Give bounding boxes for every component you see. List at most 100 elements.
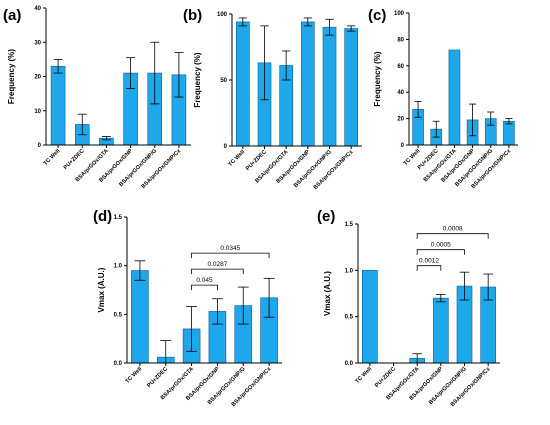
y-axis-label: Frequency (%) [7,49,16,104]
category-label: BSA/prGOx/GTA [423,148,458,183]
comparison-bracket [416,233,489,239]
bracket-line [191,284,218,291]
panel-label: (c) [368,7,386,24]
y-tick-label: 20 [397,117,404,123]
y-tick-label: 0 [224,144,228,150]
y-tick-label: 30 [34,40,41,46]
y-tick-label: 10 [34,109,41,115]
y-tick-label: 0.5 [345,315,354,321]
y-tick-label: 40 [397,90,404,96]
panel-label: (a) [3,7,21,24]
bracket-line [191,252,270,259]
bar [448,49,461,146]
bar [131,270,149,364]
y-tick-label: 0.0 [345,361,354,367]
error-bar [186,306,198,352]
y-tick-label: 80 [397,37,404,43]
y-tick-label: 40 [34,6,41,12]
y-tick-label: 0.0 [114,361,123,367]
chart-panel-4: (e) 0.0 0.5 1.0 1.5 TC Well PU+ZDEC BSA/prGOx/G… [317,208,500,408]
error-bar [325,18,334,36]
y-tick-label: 1.5 [114,215,123,221]
bracket-line [416,233,489,239]
category-label: BSA/prGOx/GNP/Cx [450,366,492,408]
bar [344,28,358,147]
y-tick-label: 0 [38,143,42,149]
bracket-line [416,249,465,255]
y-tick-label: 50 [220,78,227,84]
error-bar [505,118,513,125]
comparison-bracket [191,284,218,291]
bar [50,65,66,146]
error-bar [487,111,495,126]
category-label: PU+ZDEC [146,366,169,389]
comparison-bracket [191,268,244,275]
comparison-bracket [416,265,442,271]
y-tick-label: 1.0 [114,264,123,270]
panel-label: (d) [93,208,112,225]
bar [362,270,378,364]
error-bar [53,58,63,74]
p-value-label: 0.0008 [443,226,463,233]
error-bar [469,103,477,137]
error-bar [483,273,493,301]
category-label: BSA/prGOx/GNP/Cx [313,149,355,191]
error-bar [237,286,249,325]
bar [433,297,449,364]
y-tick-label: 100 [217,12,228,18]
bar [503,120,515,146]
bar [322,26,337,147]
bracket-line [416,265,442,271]
category-label: TC Well [43,148,62,167]
error-bar [303,17,312,27]
y-axis-label: Frequency (%) [193,52,202,107]
error-bar [432,120,440,138]
error-bar [436,294,446,303]
y-tick-label: 1.0 [345,268,354,274]
y-tick-label: 60 [397,64,404,70]
y-tick-label: 0 [401,143,405,149]
bracket-line [191,268,244,275]
error-bar [414,101,422,118]
category-label: PU+ZDEC [63,148,86,171]
error-bar [150,41,160,105]
error-bar [126,57,136,89]
y-tick-label: 20 [34,75,41,81]
category-label: BSA/prGOx/GNP/G [293,149,333,189]
error-bar [238,17,247,27]
error-bar [211,298,223,325]
panel-label: (e) [317,208,335,225]
comparison-bracket [191,252,270,259]
error-bar [282,50,291,81]
p-value-label: 0.045 [196,277,213,284]
y-tick-label: 0.5 [114,312,123,318]
error-bar [174,52,184,98]
error-bar [459,271,470,301]
p-value-label: 0.0287 [207,261,227,268]
p-value-label: 0.0005 [431,242,451,249]
error-bar [263,277,275,318]
bar [236,21,250,147]
category-label: PU+ZDEC [374,366,397,389]
category-label: PU+ZDEC [245,149,268,172]
y-axis-label: Vmax (A.U.) [323,271,332,316]
y-axis-label: Vmax (A.U.) [97,267,106,312]
bar [301,21,315,147]
chart-panel-3: (d)0.00.51.01.5TC Well PU+ZDECBSA/prGOx/G… [93,208,282,408]
category-label: TC Well [125,366,144,385]
error-bar [101,136,111,141]
error-bar [347,25,356,32]
comparison-bracket [416,249,465,255]
category-label: TC Well [355,366,374,385]
error-bar [260,25,269,101]
category-label: TC Well [228,149,247,168]
y-tick-label: 1.5 [345,222,354,228]
y-axis-label: Frequency (%) [373,51,382,106]
p-value-label: 0.0012 [419,258,439,265]
panel-label: (b) [183,7,202,24]
error-bar [134,260,146,281]
